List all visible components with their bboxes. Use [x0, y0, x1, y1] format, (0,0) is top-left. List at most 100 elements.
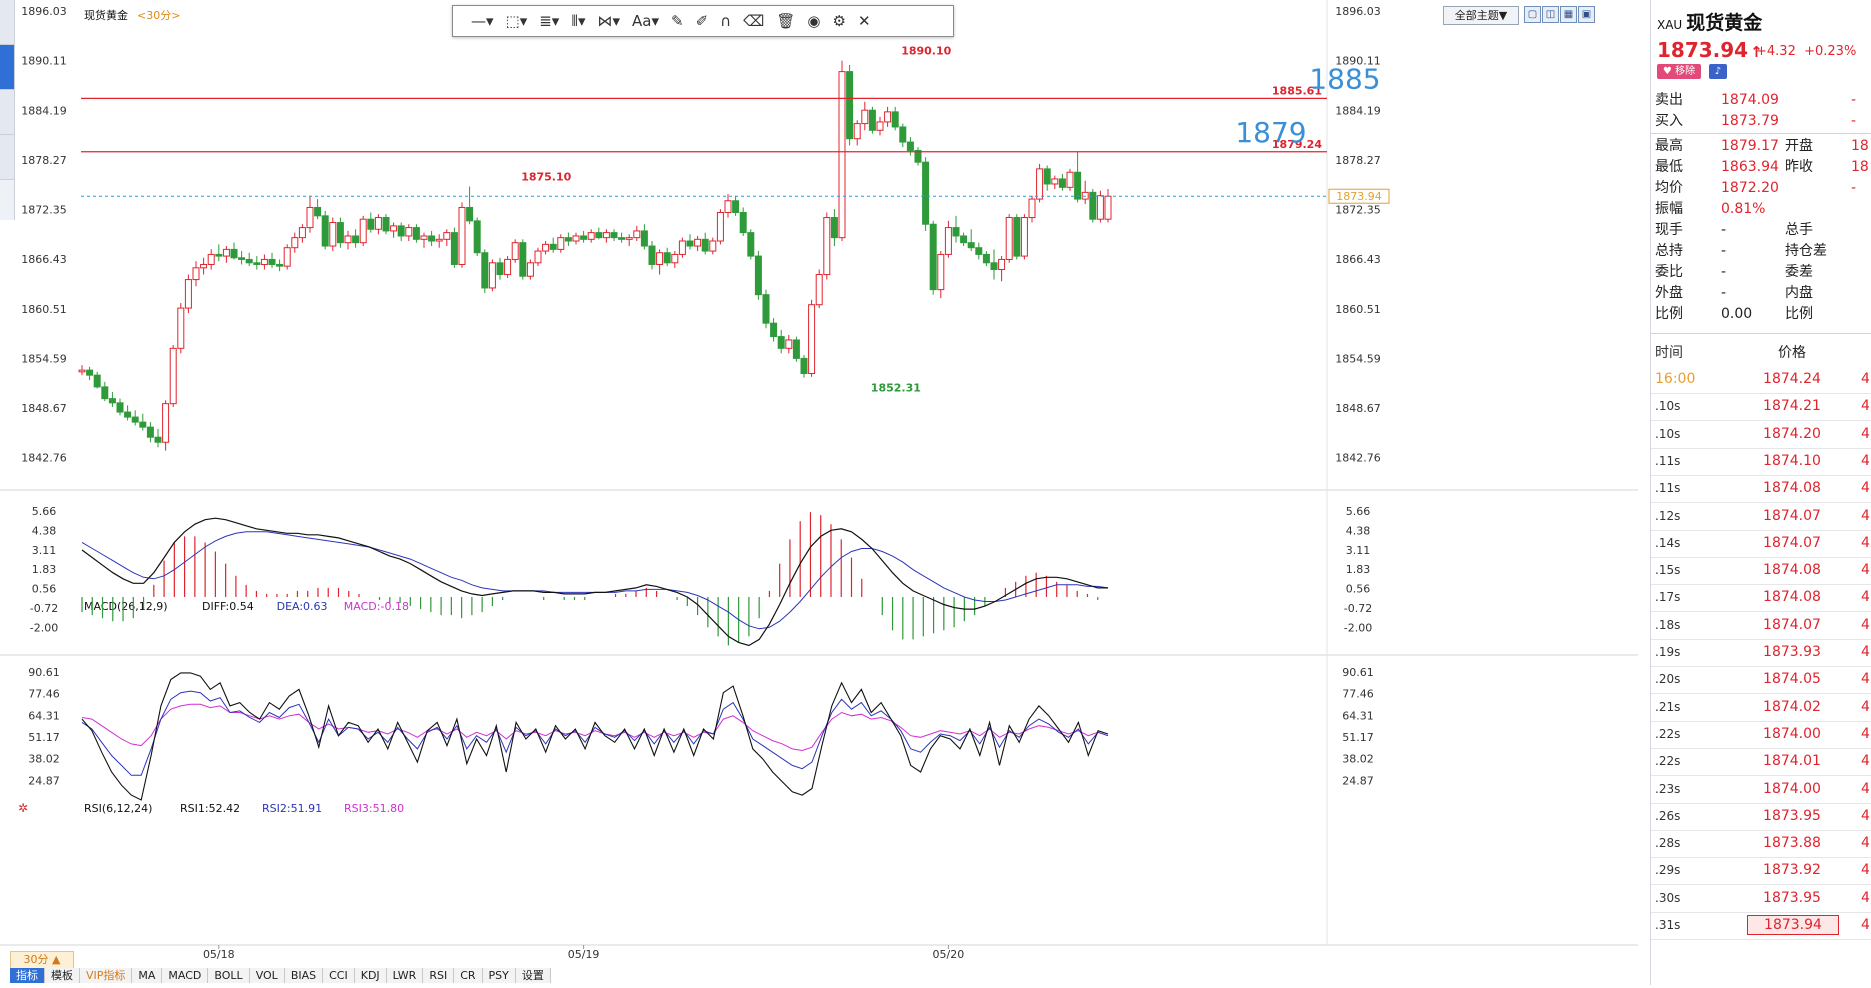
indicator-tab-12[interactable]: CR: [454, 968, 483, 983]
indicator-tab-7[interactable]: BIAS: [284, 968, 324, 983]
theme-select[interactable]: 全部主题▼: [1443, 6, 1519, 25]
line-tool-icon[interactable]: —▾: [471, 12, 494, 30]
quote-row: 最低 1863.94 昨收 18: [1651, 155, 1871, 180]
ruler-icon[interactable]: ✎: [671, 12, 684, 30]
trade-row: .12s 1874.07 4: [1651, 502, 1871, 531]
trade-row: .14s 1874.07 4: [1651, 529, 1871, 558]
eraser-icon[interactable]: ⌫: [743, 12, 765, 30]
indicator-tab-8[interactable]: CCI: [323, 968, 355, 983]
pen-icon[interactable]: ✐: [695, 12, 709, 30]
quote-value: 1863.94: [1721, 159, 1779, 175]
chart-area[interactable]: 1896.03 1896.03 1890.11 1890.11 1884.19 1884.…: [0, 0, 1638, 985]
quote-label: 卖出: [1655, 92, 1683, 108]
y-tick-label-left: 51.17: [28, 731, 60, 744]
macd-label: DEA:0.63: [277, 600, 328, 613]
indicator-tab-10[interactable]: LWR: [386, 968, 424, 983]
grid-window-icon[interactable]: ▦: [1560, 6, 1577, 23]
rsi-title: RSI(6,12,24): [84, 802, 152, 815]
channel-tool-icon[interactable]: ⦀▾: [571, 12, 586, 30]
trade-time: .14s: [1655, 535, 1681, 550]
y-tick-label-left: 38.02: [28, 753, 60, 766]
trade-volume: 4: [1861, 644, 1870, 660]
quote-row: 振幅 0.81%: [1651, 197, 1871, 222]
candle-down: [428, 235, 436, 242]
indicator-tab-6[interactable]: VOL: [249, 968, 285, 983]
candle-up: [1104, 195, 1112, 220]
trade-time: .20s: [1655, 672, 1681, 687]
maximize-window-icon[interactable]: ▣: [1578, 6, 1595, 23]
bell-icon[interactable]: ♪: [1709, 64, 1727, 79]
settings-icon[interactable]: ⚙: [832, 12, 846, 30]
split-window-icon[interactable]: ◫: [1542, 6, 1559, 23]
indicator-tab-14[interactable]: 设置: [515, 968, 551, 983]
left-tab-history[interactable]: [0, 90, 14, 135]
quote-label: 总持: [1655, 243, 1683, 259]
trade-row: .23s 1874.00 4: [1651, 775, 1871, 804]
left-tab-kline[interactable]: [0, 45, 14, 90]
trade-time: .17s: [1655, 590, 1681, 605]
period-button[interactable]: 30分 ▲: [10, 951, 74, 969]
candle-up: [716, 211, 724, 242]
trade-price: 1873.94: [1747, 915, 1839, 935]
candle-up: [504, 258, 512, 276]
close-icon[interactable]: ✕: [857, 12, 871, 30]
quote-value: -: [1721, 264, 1727, 280]
indicator-tab-2[interactable]: VIP指标: [80, 968, 133, 983]
y-tick-label-right: 64.31: [1342, 709, 1374, 722]
trade-row: .29s 1873.92 4: [1651, 856, 1871, 886]
indicator-tab-5[interactable]: BOLL: [208, 968, 250, 983]
trade-row: .30s 1873.95 4: [1651, 884, 1871, 913]
indicator-tab-3[interactable]: MA: [132, 968, 163, 983]
trade-header-time: 时间: [1655, 345, 1683, 361]
quote-panel: XAU 现货黄金 1873.94 ↑ +4.32 +0.23% ♥ 移除 ♪ 卖出 1…: [1650, 0, 1871, 985]
magnet-icon[interactable]: ∩: [720, 12, 732, 30]
trade-volume: 4: [1861, 698, 1870, 715]
candle-up: [861, 109, 869, 125]
indicator-tab-13[interactable]: PSY: [482, 968, 516, 983]
candle-up: [1028, 198, 1036, 219]
trade-row: .15s 1874.08 4: [1651, 556, 1871, 586]
shape-tool-icon[interactable]: ⬚▾: [505, 12, 528, 30]
indicator-tab-4[interactable]: MACD: [162, 968, 209, 983]
indicator-tab-11[interactable]: RSI: [423, 968, 455, 983]
trade-time: .12s: [1655, 508, 1681, 523]
text-tool-icon[interactable]: Aa▾: [632, 12, 659, 30]
y-tick-label-left: 24.87: [28, 774, 60, 787]
left-tab-news[interactable]: [0, 135, 14, 180]
indicator-tab-9[interactable]: KDJ: [354, 968, 387, 983]
trade-row: .10s 1874.20 4: [1651, 420, 1871, 449]
left-tab-timeshare[interactable]: [0, 0, 14, 45]
rsi-label: RSI1:52.42: [180, 802, 240, 815]
pattern-tool-icon[interactable]: ⋈▾: [597, 12, 621, 30]
trade-time: .19s: [1655, 645, 1681, 659]
quote-row: 现手 - 总手: [1651, 218, 1871, 243]
rsi3-line: [81, 703, 1109, 752]
trade-row: .17s 1874.08 4: [1651, 583, 1871, 613]
quote-price: 1873.94 ↑: [1657, 38, 1763, 62]
chart-svg[interactable]: 1896.03 1896.03 1890.11 1890.11 1884.19 1884.…: [0, 0, 1638, 985]
indicator-tab-1[interactable]: 模板: [45, 968, 80, 983]
trade-time: .10s: [1655, 426, 1681, 441]
quote-label: 最低: [1655, 159, 1683, 175]
candle-down: [960, 235, 968, 244]
trade-price: 1874.07: [1763, 616, 1821, 633]
trade-header: 时间 价格: [1651, 339, 1871, 367]
y-tick-label-right: 4.38: [1346, 525, 1371, 538]
eye-icon[interactable]: ◉: [807, 12, 821, 30]
extreme-marker: 1852.31: [871, 382, 921, 395]
indicator-tab-0[interactable]: 指标: [10, 968, 45, 983]
trade-volume: 4: [1861, 889, 1870, 906]
trade-volume: 4: [1861, 371, 1870, 387]
restore-window-icon[interactable]: ▢: [1524, 6, 1541, 23]
fib-tool-icon[interactable]: ≣▾: [539, 12, 560, 30]
quote-value: 1879.17: [1721, 138, 1779, 154]
remove-favorite-button[interactable]: ♥ 移除: [1657, 64, 1701, 79]
candle-up: [511, 242, 519, 260]
trash-icon[interactable]: 🗑: [776, 12, 796, 30]
candle-up: [633, 230, 641, 239]
quote-row: 均价 1872.20 -: [1651, 176, 1871, 201]
trade-volume: 4: [1861, 534, 1870, 551]
y-tick-label-right: 5.66: [1346, 505, 1371, 518]
candle-down: [580, 235, 588, 240]
candle-up: [192, 267, 200, 281]
